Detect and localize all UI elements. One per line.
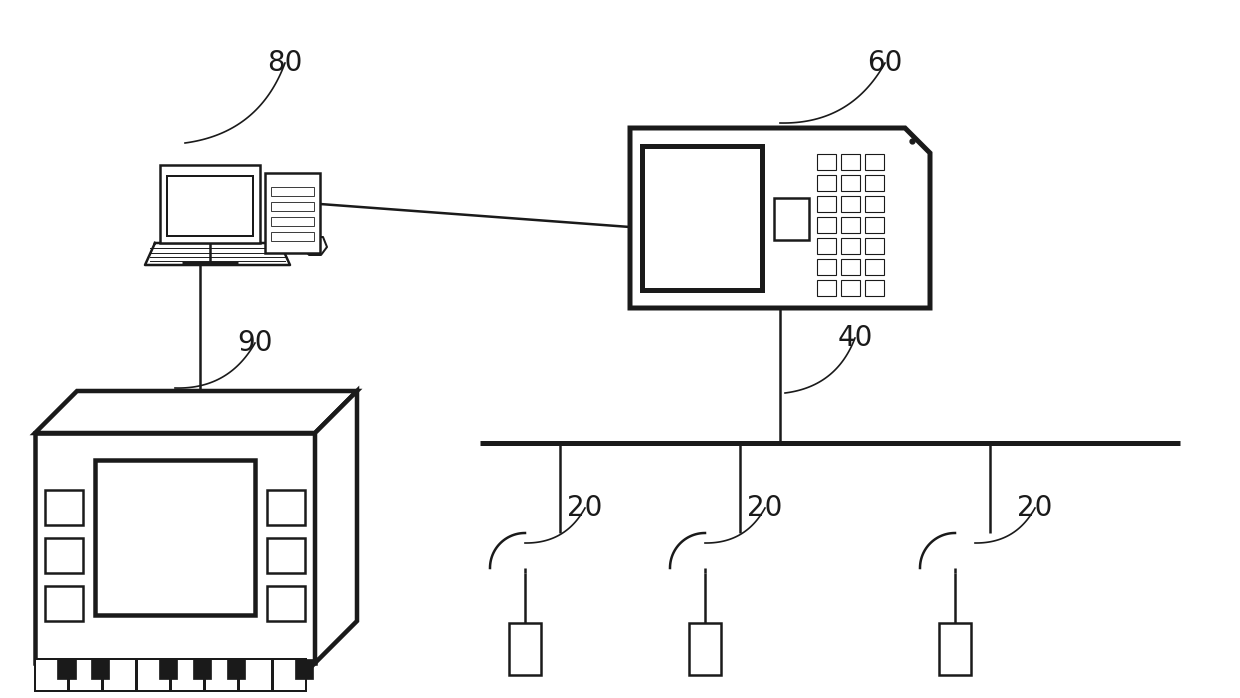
Bar — [159, 659, 177, 679]
Text: 90: 90 — [237, 329, 273, 357]
Bar — [227, 659, 246, 679]
Bar — [92, 659, 109, 679]
Bar — [866, 175, 884, 191]
Bar — [866, 217, 884, 233]
Bar — [508, 623, 541, 675]
Text: 40: 40 — [837, 324, 873, 352]
Bar — [817, 175, 836, 191]
Bar — [267, 586, 305, 621]
Text: 80: 80 — [268, 49, 303, 77]
Bar — [866, 196, 884, 212]
Bar — [841, 280, 861, 296]
Bar — [642, 146, 763, 290]
Text: 60: 60 — [867, 49, 903, 77]
Bar — [95, 460, 255, 615]
Bar — [167, 176, 253, 236]
Bar — [817, 280, 836, 296]
Bar — [841, 196, 861, 212]
Bar — [193, 659, 211, 679]
Polygon shape — [630, 128, 930, 308]
Bar — [841, 238, 861, 254]
Bar — [774, 198, 808, 239]
Bar — [272, 217, 314, 226]
Bar — [205, 659, 238, 691]
Bar — [45, 538, 83, 573]
Bar — [267, 538, 305, 573]
Bar — [866, 259, 884, 275]
Bar — [841, 154, 861, 170]
Bar — [272, 202, 314, 211]
Bar — [265, 173, 320, 253]
Bar — [35, 659, 68, 691]
Polygon shape — [315, 391, 357, 663]
Bar — [273, 659, 305, 691]
Bar — [817, 196, 836, 212]
Bar — [866, 280, 884, 296]
Bar — [295, 659, 314, 679]
Bar — [238, 659, 272, 691]
Text: 20: 20 — [748, 494, 782, 522]
Polygon shape — [35, 391, 357, 433]
Bar — [160, 165, 260, 243]
Bar — [817, 217, 836, 233]
Bar — [817, 154, 836, 170]
Bar — [69, 659, 102, 691]
Bar — [841, 175, 861, 191]
Bar — [57, 659, 76, 679]
Bar — [841, 217, 861, 233]
Bar — [272, 187, 314, 196]
Bar — [272, 232, 314, 241]
Bar — [35, 433, 315, 663]
Bar — [866, 238, 884, 254]
Text: 20: 20 — [568, 494, 603, 522]
Bar — [817, 238, 836, 254]
Bar — [45, 490, 83, 525]
Bar — [841, 259, 861, 275]
Bar — [103, 659, 136, 691]
Bar — [267, 490, 305, 525]
Text: 20: 20 — [1017, 494, 1053, 522]
Bar — [171, 659, 203, 691]
Bar — [866, 154, 884, 170]
Bar — [45, 586, 83, 621]
Bar — [689, 623, 720, 675]
Bar — [136, 659, 170, 691]
Bar — [817, 259, 836, 275]
Bar — [939, 623, 971, 675]
